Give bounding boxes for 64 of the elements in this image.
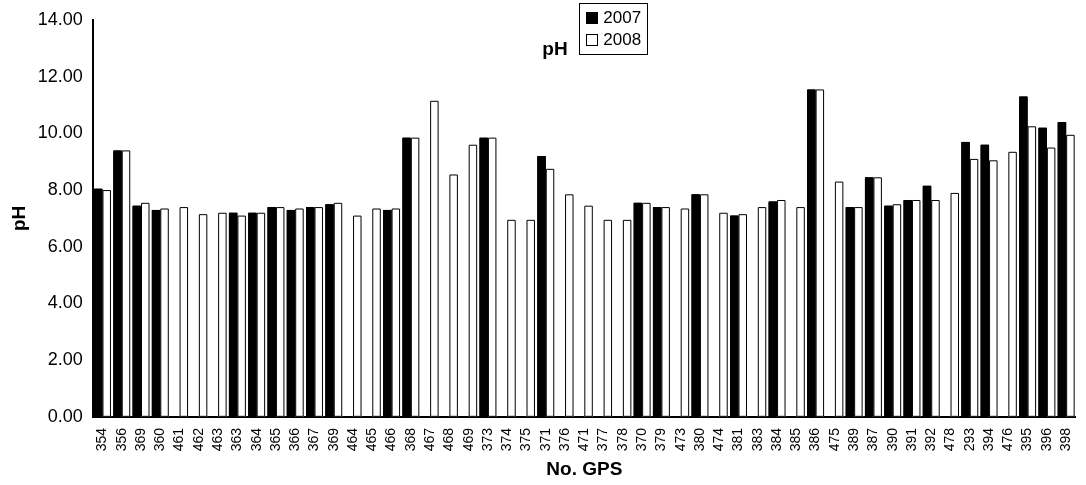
x-tick-label: 385	[787, 427, 804, 452]
x-tick-label: 395	[1018, 427, 1035, 452]
legend-label: 2007	[603, 7, 642, 29]
x-tick-label: 394	[979, 427, 996, 452]
x-tick-label: 356	[112, 427, 129, 452]
x-tick-label: 464	[343, 427, 360, 452]
x-tick-label: 390	[883, 427, 900, 452]
x-tick-label: 398	[1057, 427, 1074, 452]
x-tick-label: 381	[729, 427, 746, 452]
x-tick-label: 379	[652, 427, 669, 452]
x-tick-label: 368	[401, 427, 418, 452]
y-tick-label: 4.00	[47, 292, 83, 313]
y-tick-label: 2.00	[47, 349, 83, 370]
y-tick-label: 12.00	[37, 65, 83, 86]
y-tick-label: 8.00	[47, 179, 83, 200]
x-tick-label: 468	[440, 427, 457, 452]
x-tick-label: 380	[690, 427, 707, 452]
x-tick-label: 391	[902, 427, 919, 452]
x-tick-label: 387	[864, 427, 881, 452]
x-tick-label: 473	[671, 427, 688, 452]
x-tick-label: 384	[767, 427, 784, 452]
x-tick-label: 371	[536, 427, 553, 452]
x-tick-label: 474	[710, 427, 727, 452]
x-tick-label: 383	[748, 427, 765, 452]
legend-label: 2008	[603, 29, 642, 51]
x-tick-label: 363	[228, 427, 245, 452]
x-tick-label: 476	[999, 427, 1016, 452]
x-tick-label: 392	[922, 427, 939, 452]
x-tick-label: 293	[960, 427, 977, 452]
legend-title: pH	[542, 38, 568, 60]
x-tick-label: 396	[1037, 427, 1054, 452]
x-tick-label: 369	[131, 427, 148, 452]
x-tick-label: 354	[93, 427, 110, 452]
x-tick-label: 463	[208, 427, 225, 452]
x-tick-label: 462	[189, 427, 206, 452]
x-tick-label: 386	[806, 427, 823, 452]
x-tick-label: 364	[247, 427, 264, 452]
x-tick-label: 360	[151, 427, 168, 452]
y-tick-label: 0.00	[47, 405, 83, 426]
x-tick-label: 466	[382, 427, 399, 452]
x-tick-label: 365	[266, 427, 283, 452]
y-tick-label: 14.00	[37, 8, 83, 29]
x-tick-label: 374	[498, 427, 515, 452]
y-axis-title: pH	[7, 205, 29, 232]
x-tick-label: 376	[555, 427, 572, 452]
x-tick-label: 465	[363, 427, 380, 452]
x-tick-label: 378	[613, 427, 630, 452]
x-tick-label: 370	[633, 427, 649, 452]
x-tick-label: 375	[517, 427, 534, 452]
x-tick-label: 478	[941, 427, 958, 452]
x-tick-label: 369	[324, 427, 341, 452]
x-tick-label: 475	[825, 427, 842, 452]
x-tick-label: 469	[459, 427, 476, 452]
x-tick-label: 367	[305, 427, 322, 452]
y-tick-label: 6.00	[47, 235, 83, 256]
y-tick-label: 10.00	[37, 122, 83, 143]
x-tick-label: 467	[420, 427, 437, 452]
x-axis-title: No. GPS	[546, 457, 623, 479]
x-tick-label: 461	[170, 427, 187, 452]
x-tick-label: 471	[575, 427, 592, 452]
x-tick-label: 377	[594, 427, 611, 452]
x-tick-label: 389	[845, 427, 862, 452]
x-tick-label: 373	[478, 427, 495, 452]
x-tick-label: 366	[286, 427, 303, 452]
